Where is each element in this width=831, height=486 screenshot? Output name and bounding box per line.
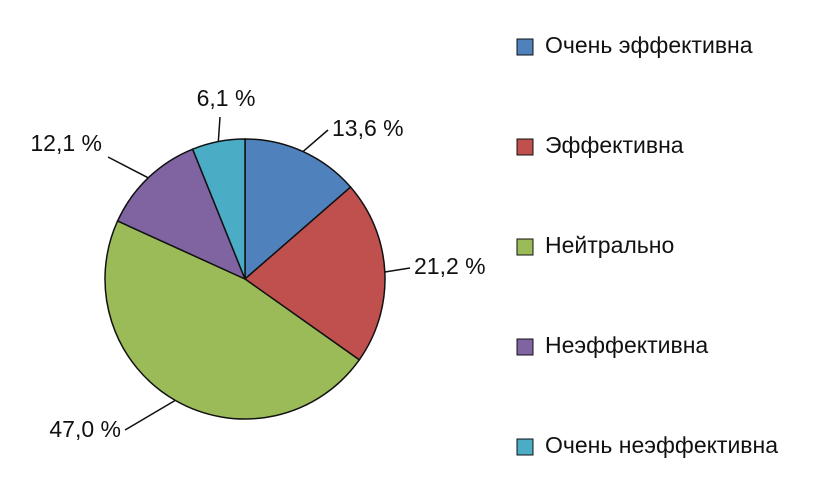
pie-slice [243,186,386,361]
data-label: 12,1 % [30,130,102,156]
leader-line [217,116,221,142]
data-label: 13,6 % [332,115,404,141]
legend-swatch [516,338,534,356]
legend-label: Неэффективна [545,332,708,358]
leader-line [124,399,176,431]
legend-swatch [516,138,534,156]
pie-slice [244,138,352,281]
legend-label: Нейтрально [545,232,674,258]
leader-line [302,129,329,153]
legend-swatch [516,438,534,456]
leader-line [384,267,411,273]
data-label: 6,1 % [197,85,256,111]
legend-label: Эффективна [545,132,684,158]
legend-label: Очень эффективна [545,32,753,58]
legend-label: Очень неэффективна [545,432,778,458]
data-label: 21,2 % [414,253,486,279]
data-label: 47,0 % [49,416,121,442]
pie-slice [116,148,247,281]
legend-swatch [516,38,534,56]
legend-swatch [516,238,534,256]
pie-slice [191,138,246,280]
leader-line [107,156,149,179]
